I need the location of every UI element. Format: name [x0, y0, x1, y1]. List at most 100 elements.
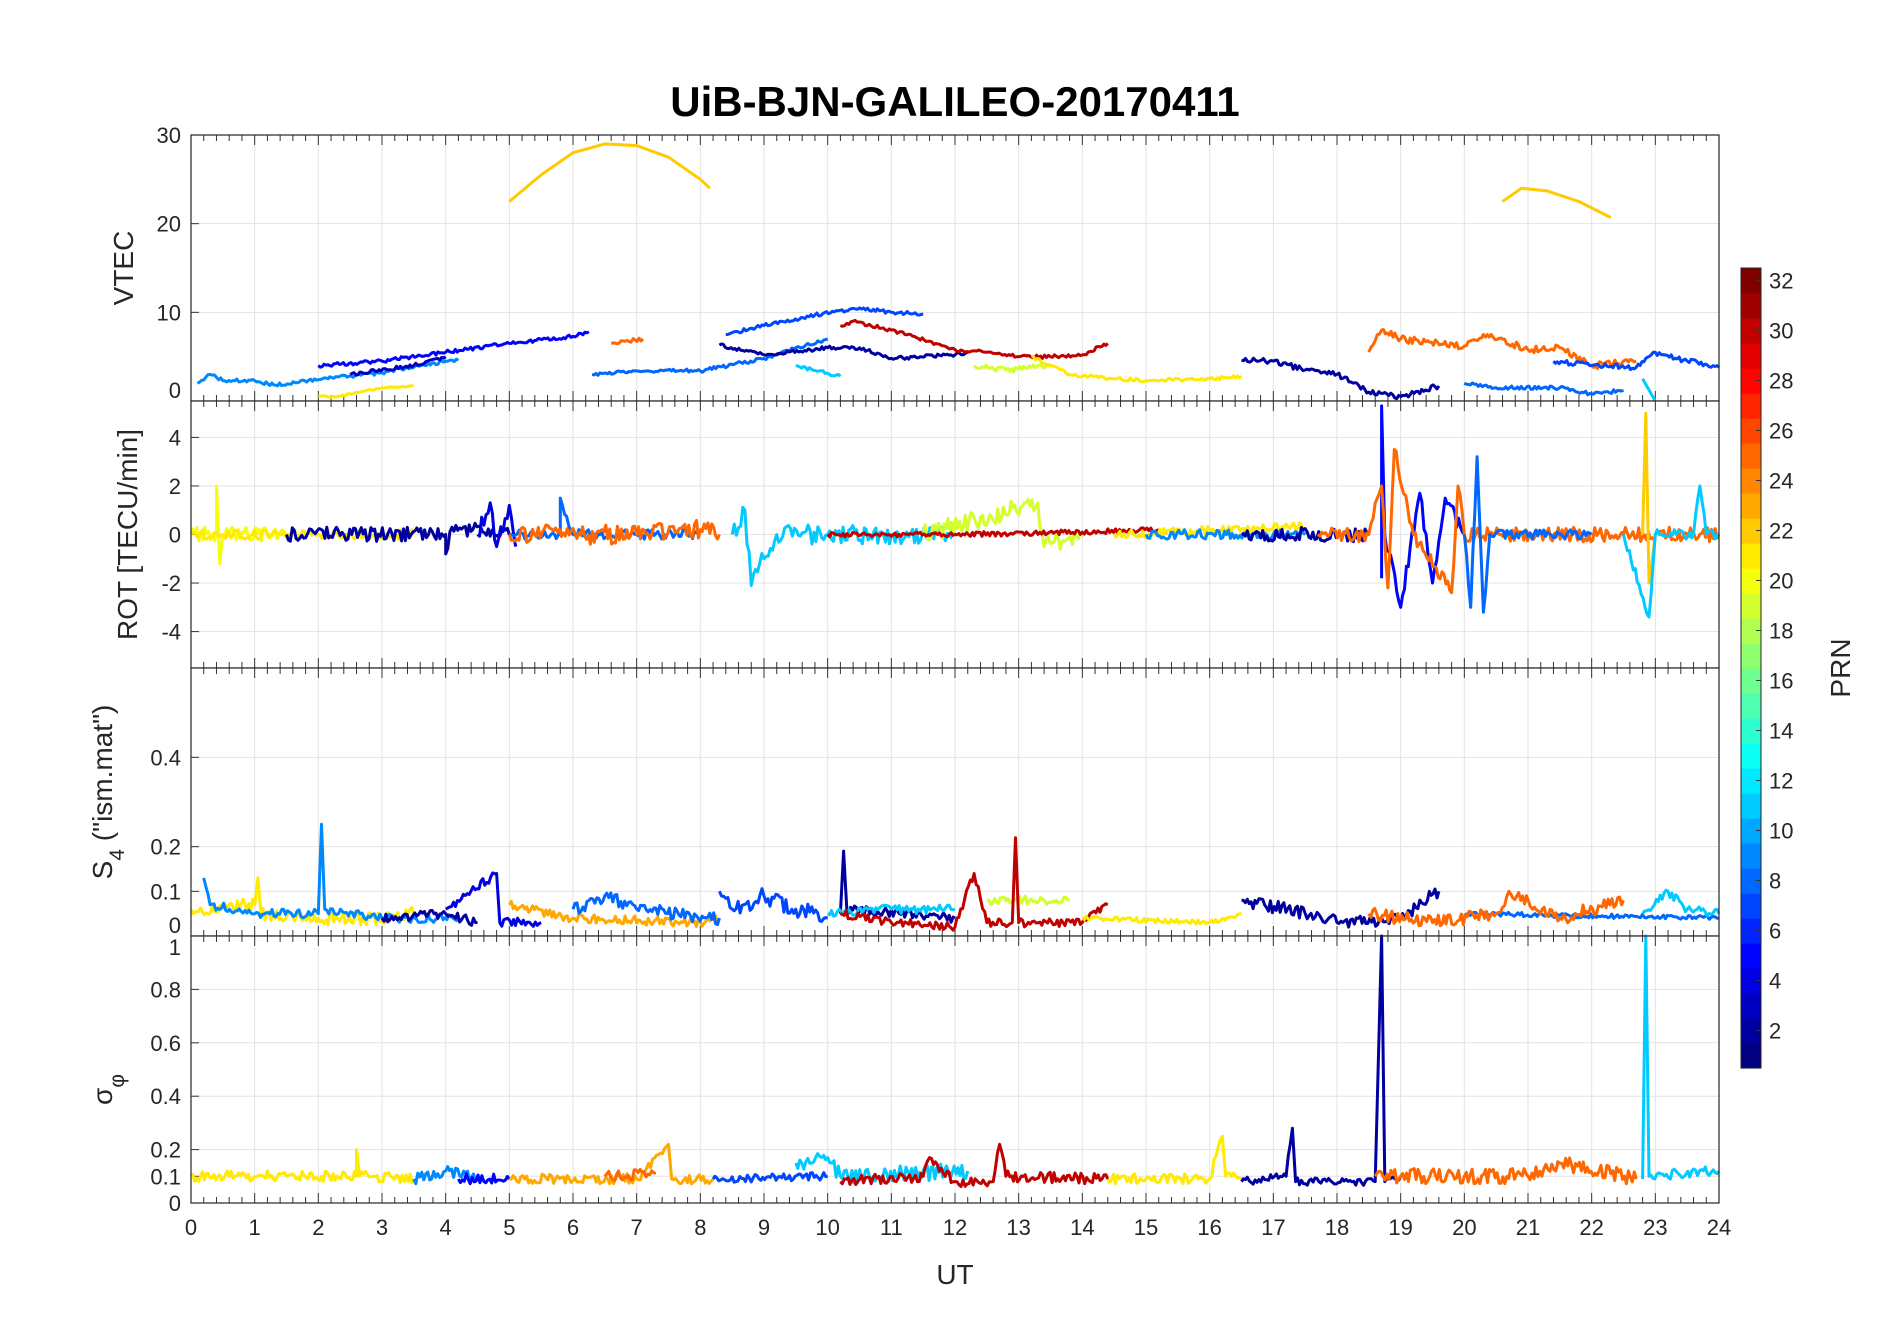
series-rot-prn-11 — [730, 505, 957, 587]
colorbar-swatch — [1741, 293, 1761, 319]
x-tick-label: 14 — [1070, 1215, 1094, 1240]
y-tick-label: 0 — [169, 378, 181, 403]
y-tick-label: 0.6 — [150, 1031, 181, 1056]
series-s4-prn-25 — [1367, 889, 1625, 928]
colorbar-swatch — [1741, 818, 1761, 844]
x-tick-label: 10 — [815, 1215, 839, 1240]
y-axis-label-rot: ROT [TECU/min] — [112, 429, 143, 640]
series-sigma-prn-30 — [839, 1142, 1110, 1188]
colorbar-tick-label: 30 — [1769, 319, 1793, 344]
colorbar-swatch — [1741, 1018, 1761, 1044]
series-vtec-prn-11 — [1641, 378, 1657, 402]
series-rot-prn-2 — [285, 521, 511, 556]
series-rot-prn-5 — [1380, 404, 1466, 609]
series-rot-prn-19 — [921, 498, 1084, 551]
series-sigma-prn-25 — [1373, 1156, 1638, 1186]
series-s4-prn-30 — [839, 836, 1109, 932]
colorbar-tick-label: 14 — [1769, 719, 1793, 744]
colorbar-swatch — [1741, 968, 1761, 994]
series-vtec-prn-2 — [718, 342, 969, 361]
y-tick-label: -2 — [161, 571, 181, 596]
colorbar-swatch — [1741, 743, 1761, 769]
y-tick-label: 4 — [169, 425, 181, 450]
colorbar-tick-label: 10 — [1769, 819, 1793, 844]
x-tick-label: 16 — [1197, 1215, 1221, 1240]
x-axis-label: UT — [936, 1259, 973, 1290]
x-tick-label: 24 — [1707, 1215, 1731, 1240]
colorbar-swatch — [1741, 443, 1761, 469]
series-sigma-prn-2 — [1240, 934, 1403, 1187]
colorbar-swatch — [1741, 693, 1761, 719]
colorbar-swatch — [1741, 318, 1761, 344]
y-tick-label: 0.4 — [150, 1084, 181, 1109]
panel-s4: 0 0.1 0.2 0.4 S4 ("ism.mat") — [87, 667, 1721, 938]
x-tick-label: 21 — [1516, 1215, 1540, 1240]
colorbar-tick-label: 2 — [1769, 1019, 1781, 1044]
y-tick-label: 0.1 — [150, 879, 181, 904]
colorbar-tick-label: 8 — [1769, 869, 1781, 894]
colorbar-swatch — [1741, 518, 1761, 544]
series-sigma-prn-25 — [603, 1167, 657, 1182]
chart-title: UiB-BJN-GALILEO-20170411 — [670, 78, 1240, 125]
colorbar-swatch — [1741, 643, 1761, 669]
colorbar-swatch — [1741, 268, 1761, 294]
y-tick-label: 10 — [157, 300, 181, 325]
colorbar-swatch — [1741, 793, 1761, 819]
x-tick-label: 15 — [1134, 1215, 1158, 1240]
colorbar-tick-label: 18 — [1769, 619, 1793, 644]
series-s4-prn-11 — [1641, 888, 1721, 918]
y-label-main: σ — [87, 1088, 118, 1105]
colorbar-swatch — [1741, 543, 1761, 569]
x-tick-label: 8 — [694, 1215, 706, 1240]
y-tick-label: 0.1 — [150, 1164, 181, 1189]
y-tick-label: 1 — [169, 935, 181, 960]
colorbar-swatch — [1741, 893, 1761, 919]
colorbar-swatch — [1741, 418, 1761, 444]
y-label-sub: φ — [106, 1074, 129, 1088]
series-vtec-prn-21 — [318, 384, 414, 399]
y-tick-label: 0 — [169, 1191, 181, 1216]
series-sigma-prn-7 — [711, 1171, 829, 1184]
series-s4-prn-19 — [986, 894, 1070, 906]
x-tick-label: 11 — [880, 1215, 903, 1240]
series-s4-prn-8 — [571, 891, 721, 927]
x-tick-label: 3 — [376, 1215, 388, 1240]
x-tick-label: 2 — [312, 1215, 324, 1240]
series-rot-prn-11 — [1622, 484, 1720, 619]
series-sigma-prn-21 — [189, 1148, 416, 1185]
series-s4-prn-2 — [380, 909, 478, 927]
series-sigma-prn-23 — [509, 1142, 715, 1186]
x-tick-label: 20 — [1452, 1215, 1476, 1240]
series-sigma-prn-5 — [457, 1172, 511, 1186]
colorbar-swatch — [1741, 343, 1761, 369]
series-s4-prn-11 — [827, 903, 956, 918]
x-tick-label: 23 — [1643, 1215, 1667, 1240]
colorbar-tick-label: 16 — [1769, 669, 1793, 694]
colorbar-swatch — [1741, 493, 1761, 519]
series-s4-prn-7 — [718, 887, 829, 923]
series-vtec-prn-8 — [1463, 381, 1624, 397]
colorbar-swatch — [1741, 993, 1761, 1019]
series-vtec-prn-5 — [317, 330, 590, 369]
x-tick-label: 13 — [1006, 1215, 1030, 1240]
colorbar-swatch — [1741, 368, 1761, 394]
colorbar-swatch — [1741, 943, 1761, 969]
y-tick-label: 20 — [157, 212, 181, 237]
x-tick-label: 22 — [1579, 1215, 1603, 1240]
series-vtec-prn-7 — [725, 306, 924, 336]
series-rot-prn-8 — [1462, 455, 1593, 614]
panel-rot: -4 -2 0 2 4 ROT [TECU/min] — [112, 400, 1721, 669]
y-axis-label-sigma: σφ — [87, 1074, 129, 1105]
x-tick-label: 12 — [943, 1215, 967, 1240]
y-tick-label: 0 — [169, 913, 181, 938]
y-tick-label: 0.4 — [150, 745, 181, 770]
series-vtec-prn-21 — [1031, 354, 1243, 384]
colorbar-tick-label: 4 — [1769, 969, 1781, 994]
panel-vtec: 0 10 20 30 VTEC — [108, 123, 1720, 403]
colorbar-tick-label: 24 — [1769, 469, 1793, 494]
x-tick-label: 7 — [631, 1215, 643, 1240]
colorbar-swatch — [1741, 868, 1761, 894]
y-tick-label: 0.2 — [150, 1138, 181, 1163]
colorbar-swatch — [1741, 593, 1761, 619]
